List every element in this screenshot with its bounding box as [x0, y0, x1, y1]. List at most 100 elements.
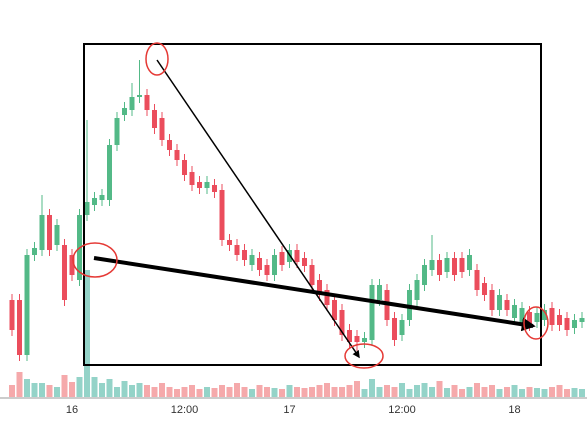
volume-bar	[519, 389, 525, 397]
candle-body	[317, 280, 322, 295]
candle-body	[144, 95, 150, 110]
volume-bar	[166, 387, 173, 397]
candle-body	[542, 310, 547, 320]
volume-bar	[234, 383, 240, 397]
candle-body	[497, 295, 502, 310]
volume-bar	[301, 388, 308, 397]
candle-body	[152, 110, 157, 128]
candle-body	[534, 313, 540, 322]
volume-bar	[496, 389, 503, 397]
candle-body	[369, 285, 375, 340]
volume-bar	[181, 387, 188, 397]
candle-body	[242, 250, 247, 260]
volume-bar	[129, 385, 135, 397]
candle-body	[159, 118, 165, 140]
volume-bar	[526, 387, 533, 397]
annotation-arrow	[156, 59, 360, 359]
volume-bar	[54, 387, 60, 397]
candle-body	[512, 305, 517, 318]
volume-bar	[579, 389, 585, 397]
volume-bar	[121, 381, 128, 397]
candle-body	[17, 300, 22, 355]
candle-body	[272, 255, 277, 275]
volume-bar	[376, 387, 383, 397]
candle-body	[332, 300, 337, 320]
volume-bar	[556, 385, 563, 397]
candle-body	[39, 215, 45, 250]
candle-body	[474, 270, 480, 290]
volume-bar	[219, 385, 225, 397]
candle-body	[69, 255, 75, 275]
candle-body	[137, 95, 142, 97]
candle-body	[504, 300, 510, 310]
volume-bar	[399, 383, 405, 397]
candle-body	[444, 258, 450, 272]
volume-bar	[91, 377, 98, 397]
volume-bar	[256, 385, 263, 397]
candle-body	[279, 252, 285, 265]
candle-body	[212, 185, 217, 192]
volume-bar	[99, 383, 105, 397]
candle-body	[182, 160, 187, 175]
candle-body	[219, 190, 225, 240]
candle-body	[482, 283, 487, 295]
volume-bar	[331, 387, 338, 397]
volume-bar	[144, 385, 150, 397]
candle-body	[197, 182, 202, 188]
volume-bar	[354, 381, 360, 397]
volume-bar	[466, 387, 473, 397]
volume-bar	[76, 377, 83, 397]
candle-body	[377, 285, 382, 300]
volume-bar	[241, 387, 248, 397]
candle-body	[114, 118, 120, 145]
volume-bar	[61, 375, 68, 397]
volume-bar	[9, 385, 15, 397]
volume-bar	[174, 389, 180, 397]
candle-body	[234, 245, 240, 255]
candle-body	[489, 290, 495, 310]
candle-body	[249, 255, 255, 265]
volume-bar	[16, 372, 23, 397]
volume-bar	[189, 385, 195, 397]
candle-body	[99, 195, 105, 200]
volume-bar	[316, 385, 323, 397]
volume-bar	[504, 387, 510, 397]
volume-bar	[571, 388, 578, 397]
annotation-circle	[72, 242, 118, 278]
x-tick-label: 16	[66, 404, 78, 416]
candle-body	[92, 198, 97, 205]
x-tick-label: 12:00	[388, 404, 416, 416]
candle-body	[362, 338, 367, 342]
volume-bar	[369, 379, 375, 397]
candle-body	[354, 336, 360, 342]
candle-body	[459, 258, 465, 272]
volume-bar	[414, 385, 420, 397]
candle-body	[9, 300, 15, 330]
candle-body	[84, 202, 90, 215]
candle-body	[189, 172, 195, 185]
candle-body	[47, 215, 52, 250]
volume-bar	[106, 379, 113, 397]
annotation-arrow	[93, 256, 536, 332]
candle-body	[204, 182, 210, 188]
volume-bar	[309, 387, 315, 397]
volume-bar	[226, 387, 233, 397]
candle-body	[167, 140, 172, 150]
candle-body	[257, 258, 262, 270]
x-tick-label: 12:00	[171, 404, 199, 416]
volume-bar	[564, 389, 570, 397]
volume-bar	[69, 382, 75, 397]
annotation-box	[83, 43, 542, 366]
volume-bar	[196, 389, 203, 397]
candle-body	[302, 258, 307, 266]
volume-bar	[444, 388, 450, 397]
annotation-circle	[344, 343, 384, 369]
candle-body	[62, 245, 67, 300]
volume-bar	[39, 383, 45, 397]
volume-bar	[391, 387, 398, 397]
volume-bar	[136, 383, 143, 397]
candle-body	[24, 255, 30, 355]
volume-bar	[459, 389, 465, 397]
volume-bar	[541, 389, 548, 397]
